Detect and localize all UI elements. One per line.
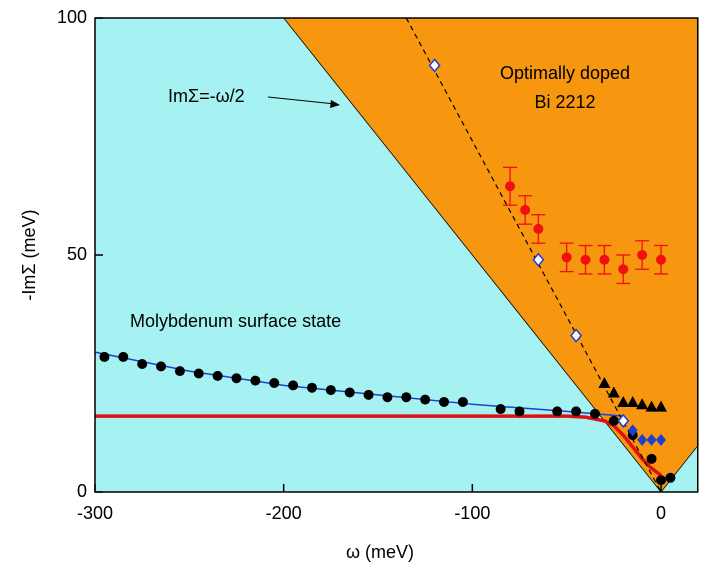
point	[231, 373, 242, 384]
boundary-line	[283, 18, 699, 492]
point	[599, 254, 610, 265]
point	[344, 387, 355, 398]
point	[637, 433, 648, 446]
point	[363, 389, 374, 400]
point	[495, 404, 506, 415]
point	[571, 406, 582, 417]
x-tick-label: 0	[656, 503, 666, 523]
point	[505, 181, 516, 192]
point	[212, 370, 223, 381]
point	[382, 392, 393, 403]
point	[288, 380, 299, 391]
point	[137, 359, 148, 370]
point	[118, 351, 129, 362]
point	[250, 375, 261, 386]
point	[439, 396, 450, 407]
point	[420, 394, 431, 405]
y-tick-label: 0	[77, 481, 87, 501]
point	[428, 58, 441, 73]
annotation: Molybdenum surface state	[130, 311, 341, 331]
annotation: Bi 2212	[534, 92, 595, 112]
x-tick-label: -100	[454, 503, 490, 523]
point	[637, 250, 648, 260]
point	[193, 368, 204, 379]
point	[656, 433, 666, 446]
point	[607, 386, 620, 398]
point	[533, 223, 544, 234]
point	[325, 385, 336, 396]
point	[561, 252, 572, 263]
point	[156, 361, 167, 372]
point	[401, 392, 412, 403]
point	[608, 415, 619, 426]
y-tick-label: 100	[57, 7, 87, 27]
plot-area	[95, 18, 699, 492]
annotation: Optimally doped	[500, 63, 630, 83]
point	[520, 204, 531, 215]
point	[552, 406, 563, 417]
point	[457, 396, 468, 407]
point	[655, 400, 667, 412]
point	[617, 395, 630, 407]
point	[99, 351, 110, 362]
point	[627, 424, 638, 437]
point	[617, 413, 630, 429]
point	[645, 400, 658, 412]
point	[532, 252, 545, 267]
line	[95, 414, 663, 477]
point	[306, 382, 317, 393]
point	[598, 376, 611, 388]
y-tick-label: 50	[67, 244, 87, 264]
point	[589, 408, 600, 419]
annotation: ImΣ=-ω/2	[168, 86, 245, 106]
point	[626, 395, 639, 407]
point	[665, 472, 676, 483]
x-tick-label: -200	[266, 503, 302, 523]
point	[656, 475, 666, 486]
point	[514, 406, 525, 417]
region	[283, 18, 699, 492]
annotation-arrow	[267, 96, 336, 105]
point	[646, 453, 657, 464]
point	[269, 377, 280, 388]
x-tick-label: -300	[77, 503, 113, 523]
x-axis-label: ω (meV)	[346, 542, 414, 562]
point	[636, 398, 649, 410]
point	[646, 433, 657, 446]
point	[174, 366, 185, 377]
point	[618, 264, 629, 275]
arrow-head	[330, 100, 340, 108]
y-axis-label: -ImΣ (meV)	[19, 209, 39, 300]
point	[570, 328, 583, 343]
line	[95, 351, 624, 417]
point	[656, 254, 666, 265]
point	[580, 254, 591, 265]
